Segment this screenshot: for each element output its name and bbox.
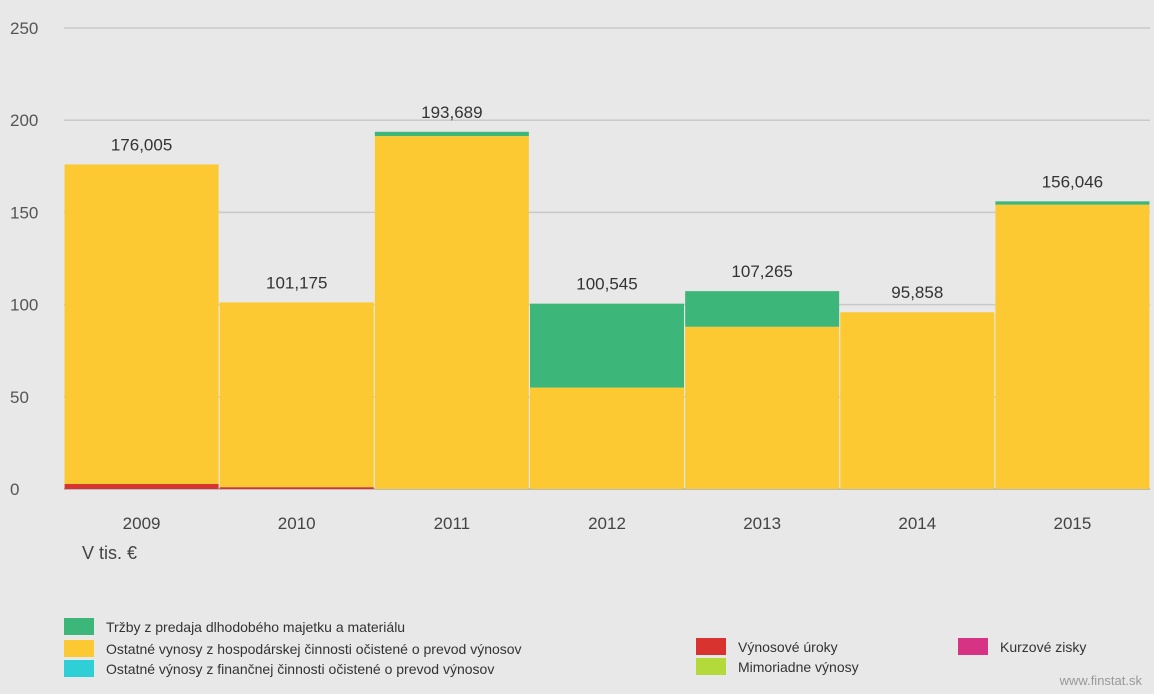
legend-item-ostatne-financne: Ostatné výnosy z finančnej činnosti očis… [64, 660, 494, 677]
legend-label: Tržby z predaja dlhodobého majetku a mat… [106, 618, 406, 635]
bar-segment [995, 204, 1150, 489]
x-tick-label: 2012 [588, 514, 626, 533]
bar-total-label: 156,046 [1042, 172, 1103, 191]
bar-segment [374, 136, 529, 489]
bars [64, 131, 1150, 489]
bar-segment [374, 131, 529, 137]
x-tick-label: 2013 [743, 514, 781, 533]
y-tick-label: 50 [10, 388, 29, 407]
x-tick-label: 2009 [123, 514, 161, 533]
legend-label: Ostatné výnosy z finančnej činnosti očis… [106, 660, 495, 677]
bar-segment [219, 302, 374, 488]
y-axis-ticks: 0 50 100 150 200 250 [10, 19, 38, 499]
x-tick-label: 2010 [278, 514, 316, 533]
bar-chart: 0 50 100 150 200 250 176,005 101,175 193,689 100… [10, 19, 1150, 533]
bar-segment [840, 312, 995, 489]
bar-total-label: 95,858 [891, 283, 943, 302]
bar-total-label: 193,689 [421, 103, 482, 122]
legend-swatch [64, 660, 94, 677]
x-tick-label: 2015 [1054, 514, 1092, 533]
legend-swatch [958, 638, 988, 655]
legend-label: Výnosové úroky [738, 638, 838, 655]
x-axis-ticks: 2009 2010 2011 2012 2013 2014 2015 [123, 514, 1092, 533]
bar-segment [995, 201, 1150, 205]
bar-total-label: 101,175 [266, 273, 327, 292]
legend-label: Ostatné vynosy z hospodárskej činnosti o… [106, 640, 522, 657]
bar-segment [530, 303, 684, 388]
bar-total-label: 176,005 [111, 135, 172, 154]
unit-label: V tis. € [82, 543, 138, 563]
bar-total-label: 100,545 [576, 275, 637, 294]
bar-segment [685, 326, 840, 489]
y-tick-label: 100 [10, 296, 38, 315]
legend-item-mimoriadne: Mimoriadne výnosy [696, 658, 859, 675]
legend-swatch [696, 658, 726, 675]
bar-segment [219, 487, 374, 489]
y-tick-label: 250 [10, 19, 38, 38]
source-label: www.finstat.sk [1059, 673, 1142, 688]
x-tick-label: 2011 [434, 514, 471, 533]
bar-segment [685, 291, 840, 327]
legend-label: Mimoriadne výnosy [738, 658, 859, 675]
y-tick-label: 0 [10, 480, 19, 499]
y-tick-label: 150 [10, 203, 38, 222]
legend-swatch [64, 640, 94, 657]
y-tick-label: 200 [10, 111, 38, 130]
legend-item-trzby: Tržby z predaja dlhodobého majetku a mat… [64, 618, 405, 635]
total-labels: 176,005 101,175 193,689 100,545 107,265 95,85… [111, 103, 1103, 302]
bar-total-label: 107,265 [731, 262, 792, 281]
bar-segment [530, 387, 684, 489]
legend-item-vynosove-uroky: Výnosové úroky [696, 638, 838, 655]
x-tick-label: 2014 [898, 514, 936, 533]
bar-segment [64, 164, 219, 485]
bar-segment [64, 484, 219, 489]
legend-item-kurzove-zisky: Kurzové zisky [958, 638, 1086, 655]
legend-swatch [696, 638, 726, 655]
legend-swatch [64, 618, 94, 635]
legend-item-ostatne-hospodarske: Ostatné vynosy z hospodárskej činnosti o… [64, 640, 522, 657]
legend-label: Kurzové zisky [1000, 638, 1087, 655]
